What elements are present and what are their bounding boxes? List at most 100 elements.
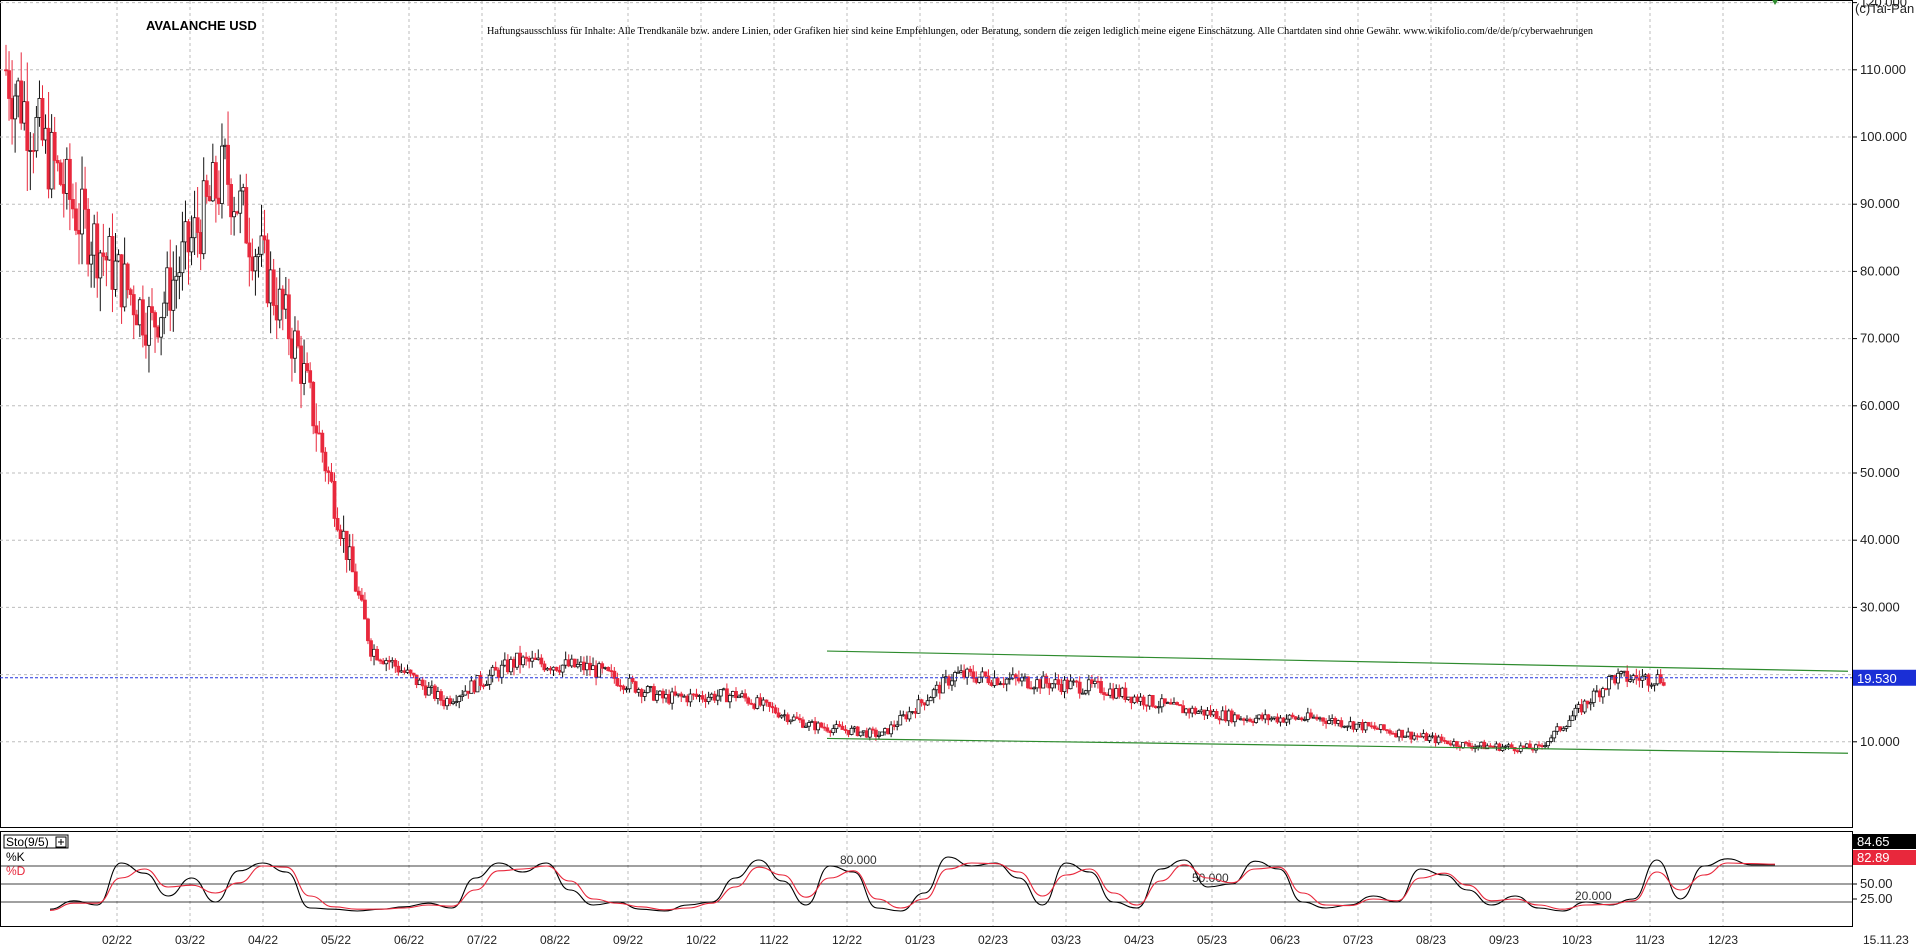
- candle-body: [880, 731, 884, 736]
- candle-body: [1397, 729, 1401, 738]
- candle-body: [1503, 745, 1508, 748]
- candle-body: [1640, 675, 1645, 681]
- candle-body: [1287, 714, 1292, 720]
- candle-body: [825, 727, 830, 732]
- candle-body: [1369, 725, 1374, 728]
- candle-body: [1071, 680, 1076, 683]
- candle-body: [43, 127, 48, 141]
- candle-body: [1141, 696, 1146, 706]
- candle-body: [858, 731, 863, 737]
- x-tick-label: 11/22: [759, 933, 788, 947]
- candle-body: [770, 706, 775, 709]
- candle-body: [1418, 735, 1423, 738]
- candle-body: [1205, 710, 1210, 716]
- candle-body: [1217, 718, 1222, 721]
- candle-body: [1007, 677, 1012, 680]
- candle-body: [10, 98, 14, 120]
- candle-body: [572, 658, 577, 668]
- candle-body: [280, 288, 285, 310]
- candle-body: [356, 590, 361, 596]
- candle-body: [533, 657, 538, 660]
- candle-body: [661, 690, 665, 699]
- x-tick-label: 09/23: [1489, 933, 1519, 947]
- candle-body: [615, 678, 620, 686]
- candle-body: [332, 480, 337, 519]
- candle-body: [369, 640, 373, 657]
- candle-body: [618, 685, 623, 687]
- candle-body: [1491, 745, 1496, 748]
- candle-body: [101, 252, 106, 257]
- candle-body: [448, 698, 452, 704]
- candle-body: [734, 690, 738, 699]
- candle-body: [1625, 670, 1630, 682]
- candle-body: [1540, 745, 1544, 747]
- candle-body: [867, 728, 872, 738]
- trend-line: [826, 737, 1849, 754]
- candle-body: [919, 699, 924, 704]
- candle-body: [1150, 695, 1155, 707]
- candle-body: [61, 184, 66, 194]
- candle-body: [715, 695, 720, 701]
- candle-body: [864, 730, 869, 738]
- x-tick-label: 04/23: [1124, 933, 1154, 947]
- candle-body: [1637, 677, 1642, 681]
- date-label: 15.11.23: [1863, 933, 1909, 947]
- candle-body: [731, 690, 735, 696]
- candle-body: [493, 666, 498, 671]
- candle-body: [1284, 718, 1289, 723]
- candle-body: [655, 694, 659, 701]
- candle-body: [153, 312, 157, 328]
- candle-body: [28, 150, 33, 152]
- candle-body: [1293, 716, 1298, 720]
- candle-body: [1245, 718, 1249, 721]
- candle-body: [460, 694, 465, 697]
- candle-body: [250, 256, 255, 272]
- indicator-title: Sto(9/5): [6, 835, 49, 849]
- candle-body: [107, 236, 112, 261]
- candle-body: [995, 677, 1000, 686]
- candle-body: [241, 187, 246, 192]
- candle-body: [1576, 704, 1581, 709]
- copyright: (c)Tai-Pan: [1855, 1, 1914, 16]
- candle-body: [694, 693, 699, 697]
- candle-body: [740, 693, 744, 697]
- candle-body: [755, 697, 760, 709]
- candle-body: [585, 662, 589, 671]
- candle-body: [1132, 696, 1137, 704]
- candle-body: [436, 691, 440, 699]
- candle-body: [986, 675, 991, 684]
- candle-body: [1339, 720, 1344, 727]
- candle-body: [387, 660, 392, 663]
- candle-body: [1053, 679, 1058, 685]
- candle-body: [940, 677, 945, 694]
- candle-body: [426, 687, 431, 696]
- candle-body: [1056, 679, 1061, 685]
- candle-body: [375, 648, 379, 661]
- candle-body: [776, 712, 781, 718]
- candle-body: [1275, 716, 1280, 723]
- candle-body: [429, 685, 434, 688]
- x-tick-label: 07/23: [1343, 933, 1373, 947]
- candle-body: [886, 728, 890, 735]
- candle-body: [1464, 741, 1468, 744]
- candle-body: [1129, 696, 1134, 704]
- stoch-y-tick-label: 50.00: [1860, 876, 1893, 891]
- y-tick-label: 80.000: [1860, 263, 1900, 278]
- candle-body: [80, 188, 84, 235]
- price-panel-frame: [0, 0, 1853, 828]
- candle-body: [293, 330, 297, 359]
- candle-body: [685, 695, 690, 703]
- candle-body: [569, 658, 574, 667]
- candle-body: [290, 338, 294, 359]
- candle-body: [58, 162, 63, 185]
- candle-body: [363, 599, 367, 620]
- candle-body: [502, 659, 507, 666]
- candle-body: [712, 693, 717, 701]
- candle-body: [1415, 735, 1420, 738]
- candle-body: [834, 724, 839, 729]
- candle-body: [210, 162, 215, 202]
- candle-body: [223, 144, 227, 147]
- candle-body: [34, 117, 39, 152]
- candle-body: [813, 721, 817, 731]
- candle-body: [308, 370, 313, 383]
